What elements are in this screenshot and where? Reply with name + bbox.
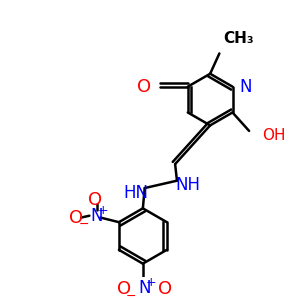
Text: O: O: [117, 280, 131, 298]
Text: −: −: [126, 290, 136, 300]
Text: CH₃: CH₃: [223, 31, 254, 46]
Text: N: N: [91, 207, 103, 225]
Text: N: N: [239, 78, 251, 96]
Text: OH: OH: [262, 128, 286, 143]
Text: O: O: [69, 209, 84, 227]
Text: HN: HN: [123, 184, 148, 202]
Text: −: −: [79, 218, 89, 230]
Text: NH: NH: [176, 176, 200, 194]
Text: O: O: [158, 280, 172, 298]
Text: O: O: [137, 78, 151, 96]
Text: N: N: [138, 279, 151, 297]
Text: +: +: [98, 204, 109, 217]
Text: O: O: [88, 191, 102, 209]
Text: +: +: [146, 276, 157, 289]
